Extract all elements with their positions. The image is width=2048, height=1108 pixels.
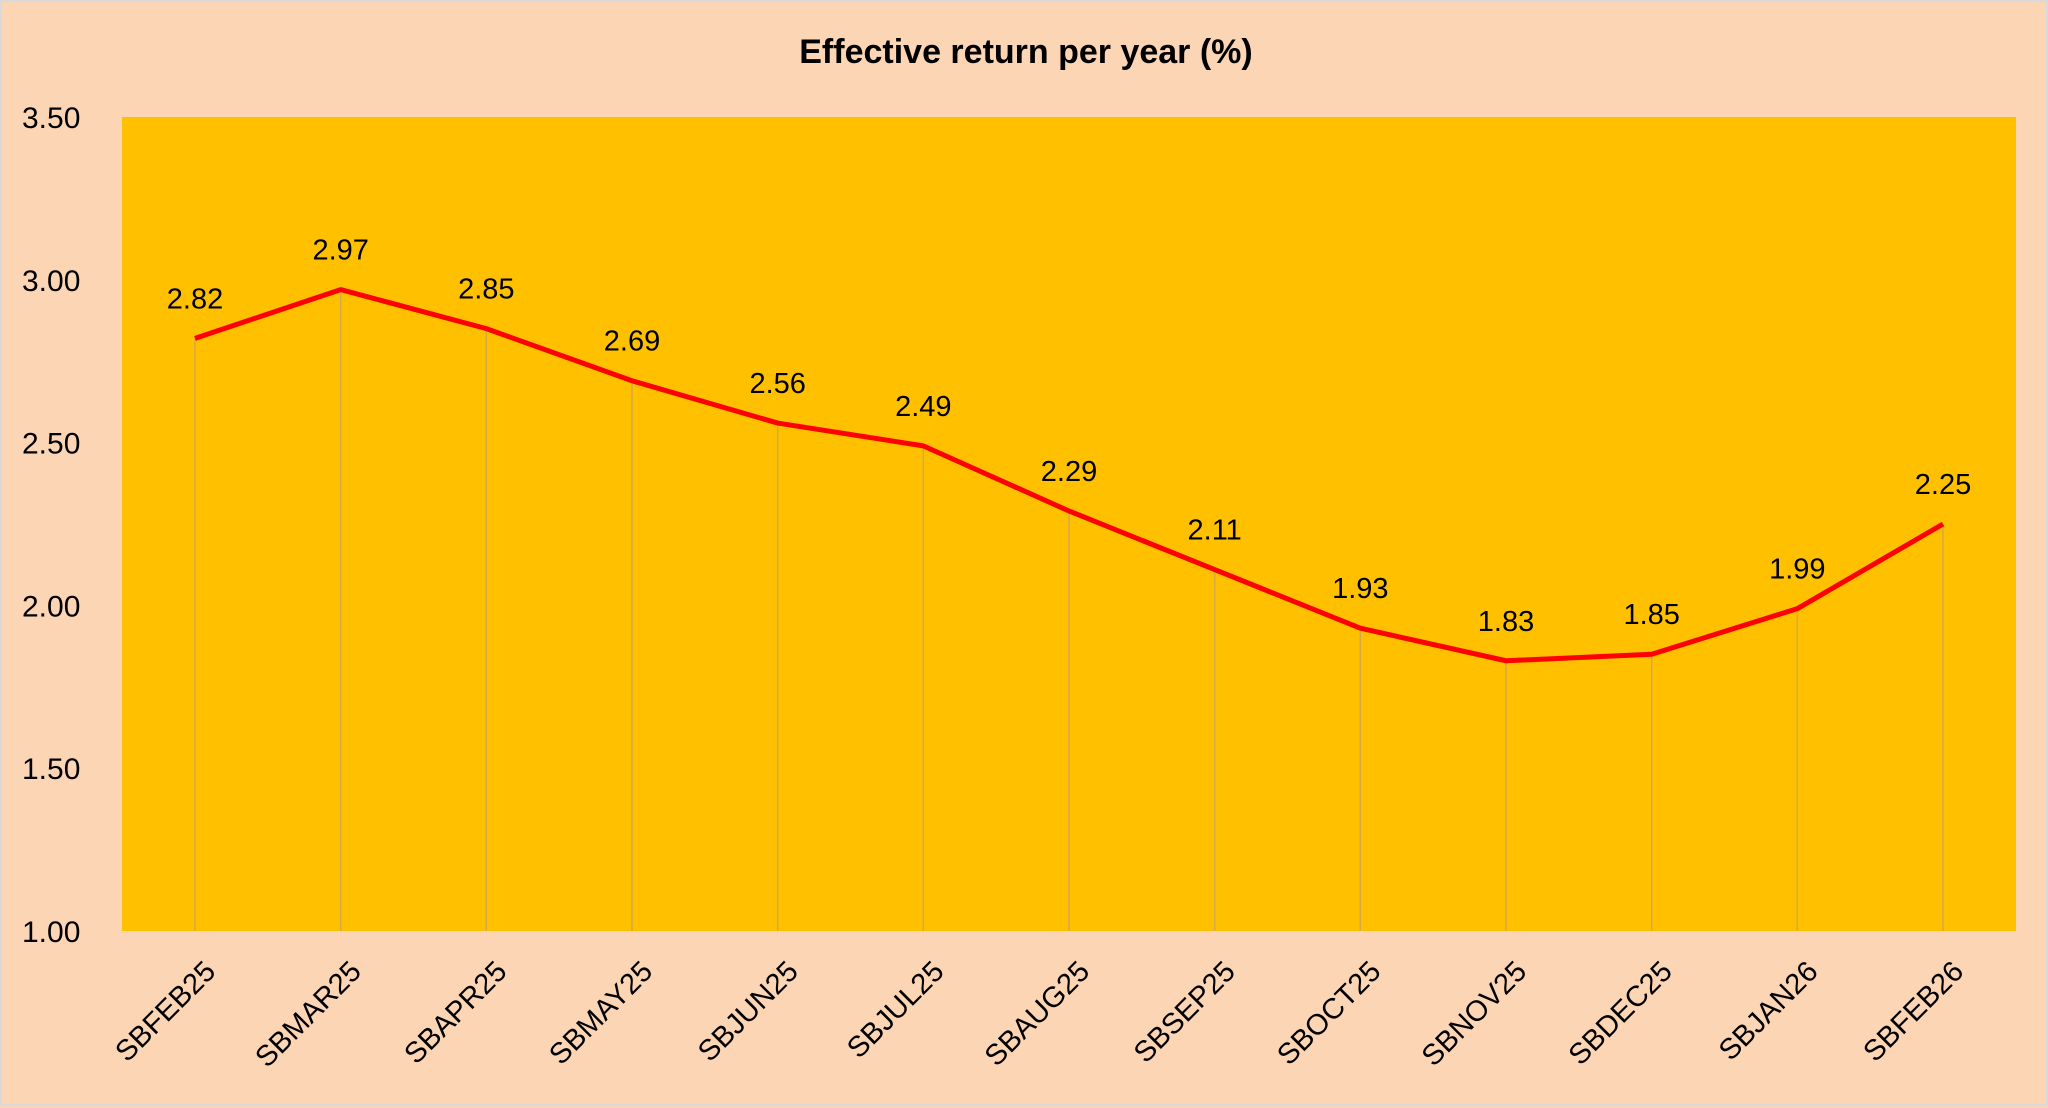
drop-lines (194, 289, 1944, 931)
y-tick-label: 1.00 (22, 916, 80, 949)
x-tick-label: SBJUN25 (692, 955, 805, 1068)
x-tick-label: SBMAY25 (543, 955, 659, 1071)
x-tick-label: SBJAN26 (1713, 955, 1825, 1067)
series-line (194, 287, 1945, 664)
x-tick-label: SBAPR25 (398, 955, 513, 1070)
data-label: 1.83 (1478, 606, 1534, 638)
y-tick-label: 3.50 (22, 102, 80, 135)
data-label: 1.85 (1623, 599, 1679, 631)
y-tick-label: 3.00 (22, 265, 80, 298)
data-label: 2.85 (458, 274, 514, 306)
data-label: 1.99 (1769, 554, 1825, 586)
data-label: 2.11 (1188, 515, 1242, 547)
y-tick-label: 1.50 (22, 753, 80, 786)
data-label: 2.69 (604, 326, 660, 358)
x-tick-label: SBSEP25 (1128, 955, 1242, 1069)
y-tick-label: 2.00 (22, 590, 80, 623)
data-label: 2.49 (895, 391, 951, 423)
x-tick-label: SBFEB25 (109, 955, 222, 1068)
data-label: 2.56 (749, 368, 805, 400)
x-tick-label: SBJUL25 (841, 955, 950, 1064)
data-label: 2.25 (1915, 469, 1971, 501)
x-tick-label: SBFEB26 (1857, 955, 1970, 1068)
x-tick-label: SBDEC25 (1563, 955, 1679, 1071)
data-labels: 2.82 2.97 2.85 2.69 2.56 2.49 2.29 2.11 1.93 1.83… (167, 235, 1971, 638)
chart-title: Effective return per year (%) (799, 33, 1253, 71)
x-tick-label: SBAUG25 (979, 955, 1096, 1072)
x-tick-label: SBNOV25 (1416, 955, 1533, 1072)
data-label: 2.82 (167, 283, 223, 315)
data-label: 2.97 (312, 235, 368, 267)
x-axis-labels: SBFEB25 SBMAR25 SBAPR25 SBMAY25 SBJUN25 SBJUL… (109, 955, 1970, 1073)
x-tick-label: SBMAR25 (249, 955, 367, 1073)
data-label: 2.29 (1041, 456, 1097, 488)
x-tick-label: SBOCT25 (1271, 955, 1387, 1071)
y-tick-label: 2.50 (22, 428, 80, 461)
y-axis-ticks: 1.00 1.50 2.00 2.50 3.00 3.50 (22, 102, 80, 949)
data-label: 1.93 (1332, 573, 1388, 605)
